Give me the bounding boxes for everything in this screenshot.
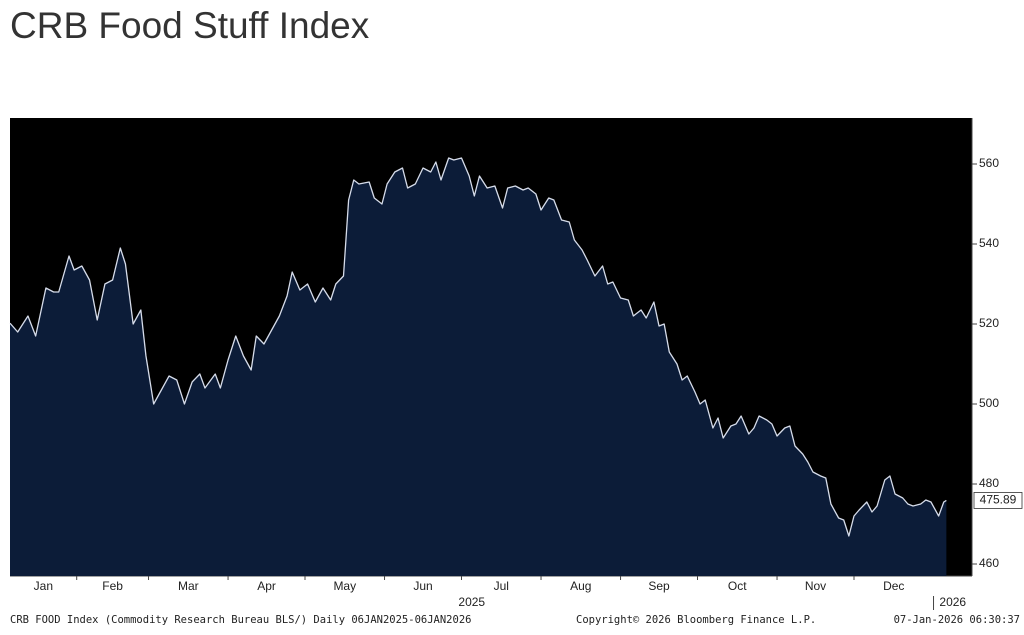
- y-tick-label: 560: [979, 156, 999, 170]
- y-tick-label: 540: [979, 236, 999, 250]
- last-value-label: 475.89: [980, 493, 1017, 507]
- x-tick-label: Nov: [805, 579, 826, 593]
- x-tick-label: Jun: [413, 579, 432, 593]
- x-tick-label: Apr: [257, 579, 276, 593]
- x-tick-label: Sep: [648, 579, 670, 593]
- price-line: [9, 157, 947, 537]
- y-tick-label: 480: [979, 476, 999, 490]
- x-tick-label: May: [333, 579, 356, 593]
- x-tick-label: Feb: [102, 579, 123, 593]
- year-label: 2025: [458, 595, 485, 609]
- x-tick-label: Jan: [34, 579, 53, 593]
- area-fill: [10, 158, 947, 576]
- source-note: CRB FOOD Index (Commodity Research Burea…: [10, 614, 471, 626]
- x-tick-label: Oct: [728, 579, 747, 593]
- year-label: 2026: [939, 595, 966, 609]
- x-tick-label: Mar: [178, 579, 199, 593]
- x-tick-label: Aug: [570, 579, 591, 593]
- chart-title: CRB Food Stuff Index: [10, 5, 370, 46]
- timestamp: 07-Jan-2026 06:30:37: [894, 614, 1020, 626]
- y-tick-label: 500: [979, 396, 999, 410]
- x-tick-label: Dec: [883, 579, 904, 593]
- copyright-note: Copyright© 2026 Bloomberg Finance L.P.: [576, 614, 816, 626]
- x-tick-label: Jul: [494, 579, 509, 593]
- last-value-box: [973, 492, 1023, 509]
- y-tick-label: 460: [979, 556, 999, 570]
- y-tick-label: 520: [979, 316, 999, 330]
